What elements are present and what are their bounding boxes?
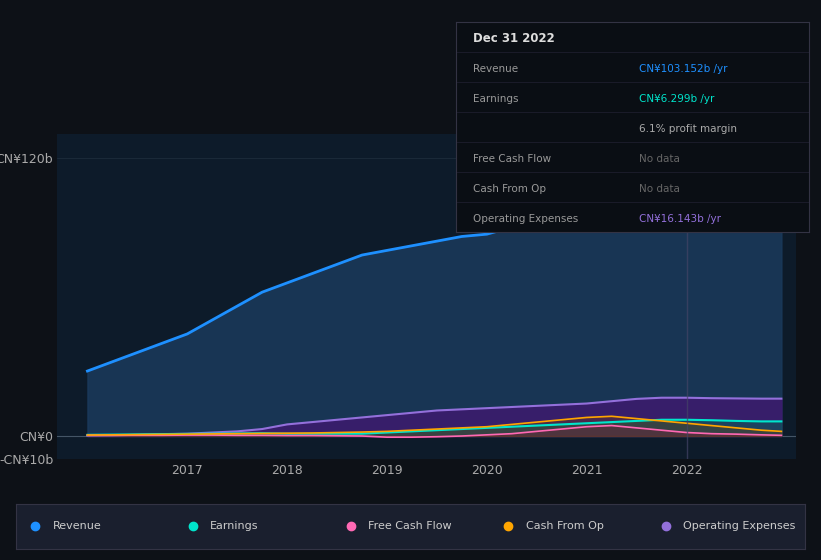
- Text: Revenue: Revenue: [474, 64, 518, 74]
- Text: Cash From Op: Cash From Op: [474, 184, 546, 194]
- Text: Earnings: Earnings: [210, 521, 259, 531]
- Text: Free Cash Flow: Free Cash Flow: [474, 154, 552, 164]
- Text: CN¥6.299b /yr: CN¥6.299b /yr: [640, 94, 714, 104]
- Text: Revenue: Revenue: [53, 521, 102, 531]
- Text: Operating Expenses: Operating Expenses: [474, 214, 579, 224]
- Text: Dec 31 2022: Dec 31 2022: [474, 32, 555, 45]
- Text: CN¥103.152b /yr: CN¥103.152b /yr: [640, 64, 727, 74]
- Text: No data: No data: [640, 184, 680, 194]
- Text: CN¥16.143b /yr: CN¥16.143b /yr: [640, 214, 721, 224]
- Text: 6.1% profit margin: 6.1% profit margin: [640, 124, 737, 134]
- Text: No data: No data: [640, 154, 680, 164]
- Text: Cash From Op: Cash From Op: [525, 521, 603, 531]
- Text: Operating Expenses: Operating Expenses: [683, 521, 796, 531]
- Text: Free Cash Flow: Free Cash Flow: [368, 521, 452, 531]
- Text: Earnings: Earnings: [474, 94, 519, 104]
